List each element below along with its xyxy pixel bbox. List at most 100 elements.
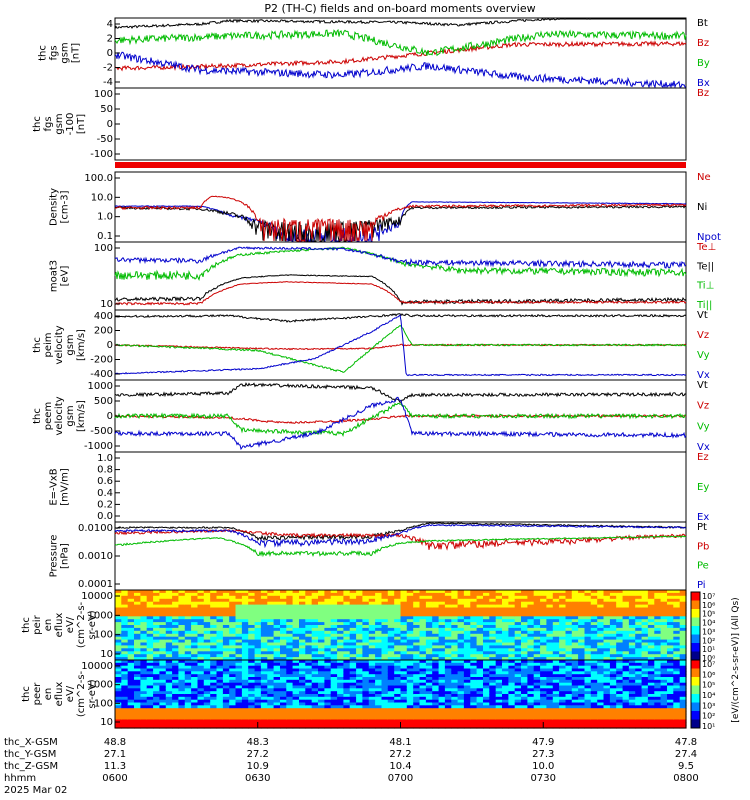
spectrogram-cell — [280, 719, 287, 723]
spectrogram-cell — [546, 648, 554, 652]
spectrogram-cell — [654, 592, 662, 597]
spectrogram-cell — [394, 607, 402, 611]
spectrogram-cell — [235, 630, 243, 635]
spectrogram-cell — [362, 713, 370, 718]
spectrogram-cell — [387, 607, 395, 611]
spectrogram-cell — [299, 619, 306, 623]
spectrogram-cell — [134, 660, 141, 664]
spectrogram-cell — [514, 682, 522, 687]
spectrogram-cell — [349, 705, 357, 709]
spectrogram-cell — [121, 668, 129, 672]
spectrogram-cell — [432, 625, 440, 629]
spectrogram-cell — [546, 595, 554, 600]
spectrogram-cell — [222, 610, 230, 614]
spectrogram-cell — [654, 595, 662, 600]
spectrogram-cell — [438, 619, 446, 623]
spectrogram-cell — [248, 674, 256, 678]
spectrogram-cell — [584, 696, 592, 701]
spectrogram-cell — [654, 660, 662, 664]
spectrogram-cell — [514, 590, 522, 594]
spectrogram-cell — [349, 685, 357, 689]
spectrogram-cell — [235, 607, 243, 611]
spectrogram-cell — [273, 711, 281, 715]
spectrogram-cell — [267, 627, 275, 632]
spectrogram-cell — [248, 691, 256, 695]
spectrogram-cell — [184, 630, 192, 635]
spectrogram-cell — [191, 619, 198, 623]
spectrogram-cell — [502, 592, 509, 597]
spectrogram-cell — [413, 654, 421, 658]
spectrogram-cell — [425, 719, 433, 723]
spectrogram-cell — [337, 679, 344, 684]
spectrogram-cell — [349, 619, 357, 623]
spectrogram-cell — [115, 630, 122, 635]
spectrogram-cell — [280, 598, 287, 603]
spectrogram-cell — [178, 725, 186, 729]
spectrogram-cell — [286, 725, 294, 729]
spectrogram-cell — [597, 627, 605, 632]
spectrogram-cell — [679, 625, 687, 629]
spectrogram-cell — [400, 633, 408, 638]
spectrogram-cell — [438, 613, 446, 617]
colorbar-swatch — [691, 685, 700, 695]
spectrogram-cell — [540, 598, 547, 603]
spectrogram-cell — [508, 604, 516, 609]
spectrogram-cell — [127, 595, 135, 600]
spectrogram-cell — [362, 595, 370, 600]
spectrogram-cell — [495, 679, 503, 684]
spectrogram-cell — [609, 725, 617, 729]
spectrogram-cell — [254, 657, 262, 661]
spectrogram-cell — [635, 645, 643, 649]
spectrogram-cell — [628, 716, 636, 721]
spectrogram-cell — [673, 610, 681, 614]
spectrogram-cell — [115, 668, 122, 672]
ylabel-line: thc — [38, 45, 49, 61]
spectrogram-cell — [451, 713, 459, 718]
spectrogram-cell — [527, 665, 535, 670]
spectrogram-cell — [299, 616, 306, 620]
spectrogram-cell — [387, 677, 395, 681]
spectrogram-cell — [337, 601, 344, 606]
spectrogram-cell — [267, 705, 275, 709]
spectrogram-cell — [406, 619, 414, 623]
spectrogram-cell — [280, 607, 287, 611]
spectrogram-cell — [514, 713, 522, 718]
spectrogram-cell — [495, 682, 503, 687]
spectrogram-cell — [444, 625, 452, 629]
spectrogram-cell — [667, 719, 674, 723]
spectrogram-cell — [134, 610, 141, 614]
spectrogram-cell — [127, 642, 135, 646]
spectrogram-cell — [216, 725, 224, 729]
spectrogram-cell — [571, 601, 579, 606]
spectrogram-cell — [387, 648, 395, 652]
spectrogram-cell — [527, 708, 535, 712]
spectrogram-cell — [184, 645, 192, 649]
spectrogram-cell — [235, 601, 243, 606]
spectrogram-cell — [191, 630, 198, 635]
spectrogram-cell — [134, 651, 141, 655]
spectrogram-cell — [260, 622, 268, 626]
spectrogram-cell — [260, 595, 268, 600]
spectrogram-cell — [660, 592, 668, 597]
spectrogram-cell — [571, 627, 579, 632]
spectrogram-cell — [635, 604, 643, 609]
spectrogram-cell — [565, 682, 573, 687]
spectrogram-cell — [502, 601, 509, 606]
spectrogram-cell — [273, 619, 281, 623]
spectrogram-cell — [679, 671, 687, 675]
spectrogram-cell — [368, 636, 376, 641]
spectrogram-cell — [571, 688, 579, 692]
spectrogram-cell — [159, 713, 167, 718]
spectrogram-cell — [394, 642, 402, 646]
spectrogram-cell — [241, 685, 249, 689]
spectrogram-cell — [349, 665, 357, 670]
spectrogram-cell — [489, 590, 497, 594]
spectrogram-cell — [502, 636, 509, 641]
spectrogram-cell — [419, 660, 427, 664]
spectrogram-cell — [603, 677, 611, 681]
spectrogram-cell — [159, 625, 167, 629]
spectrogram-cell — [115, 719, 122, 723]
spectrogram-cell — [115, 590, 122, 594]
spectrogram-cell — [489, 645, 497, 649]
spectrogram-cell — [292, 607, 300, 611]
